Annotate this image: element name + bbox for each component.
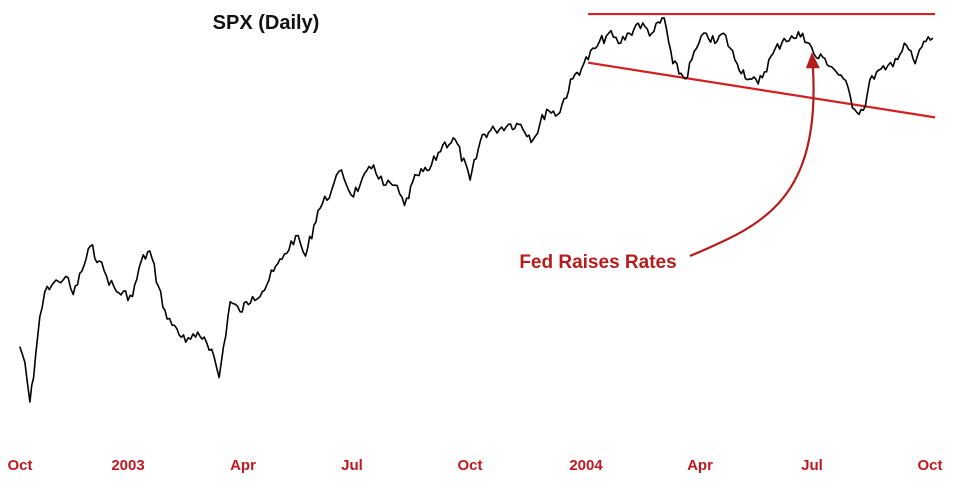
annotation-arrowhead [805, 52, 820, 69]
x-tick-label: Apr [230, 457, 256, 474]
x-tick-label: Jul [341, 457, 363, 474]
annotations: Fed Raises Rates [519, 52, 820, 273]
x-tick-label: 2004 [569, 457, 603, 474]
x-tick-label: Oct [917, 457, 942, 474]
x-tick-label: Oct [457, 457, 482, 474]
annotation-arrow [689, 66, 815, 258]
x-tick-label: Oct [7, 457, 32, 474]
annotation-label: Fed Raises Rates [519, 252, 676, 273]
support-trendline [587, 61, 936, 119]
series-line-0 [19, 17, 934, 403]
x-tick-label: 2003 [111, 457, 144, 474]
x-tick-label: Apr [687, 457, 713, 474]
x-axis-ticks: Oct 2003 Apr Jul Oct 2004 Apr Jul Oct [7, 457, 942, 474]
series-layer [19, 17, 934, 403]
trendlines [587, 12, 936, 119]
chart-title: SPX (Daily) [213, 12, 320, 34]
x-tick-label: Jul [801, 457, 823, 474]
